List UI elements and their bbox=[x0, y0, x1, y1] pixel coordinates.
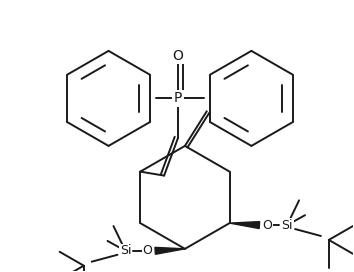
Text: Si: Si bbox=[281, 219, 293, 231]
Text: P: P bbox=[174, 91, 182, 105]
Polygon shape bbox=[155, 247, 185, 254]
Text: O: O bbox=[262, 219, 272, 231]
Text: O: O bbox=[142, 244, 152, 257]
Text: O: O bbox=[172, 49, 183, 63]
Polygon shape bbox=[230, 222, 259, 228]
Text: Si: Si bbox=[120, 244, 131, 257]
